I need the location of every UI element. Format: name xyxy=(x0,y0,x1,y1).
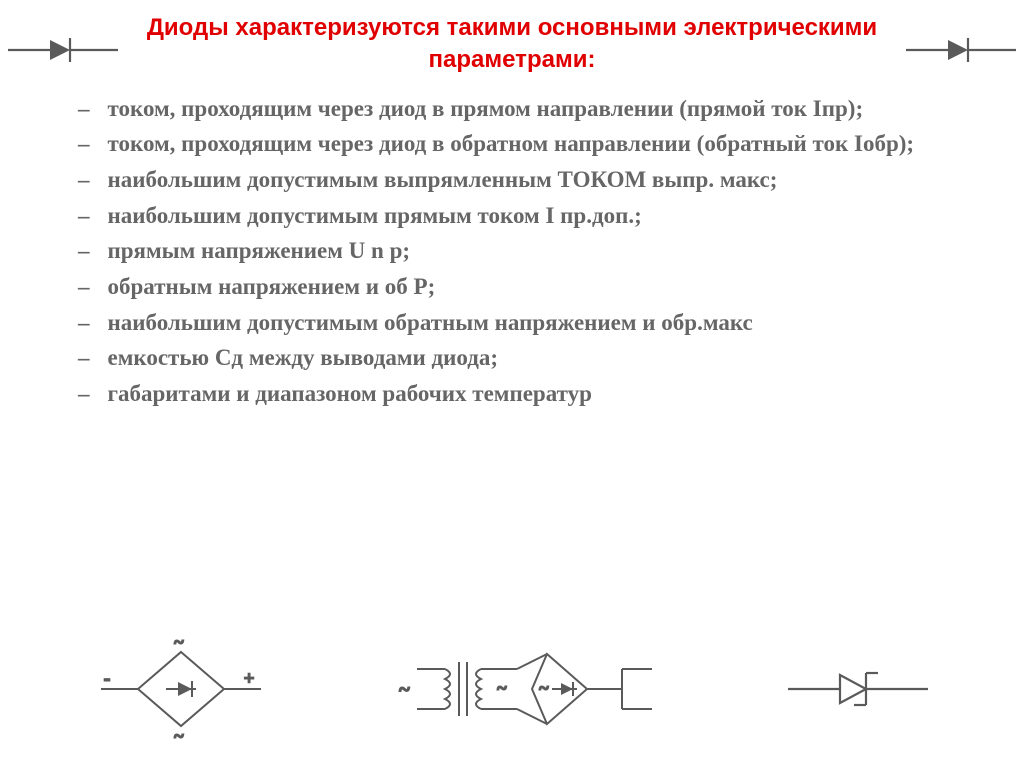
ac-label: ~ xyxy=(539,678,549,698)
list-item: –обратным напряжением и об P; xyxy=(38,269,986,305)
ac-label: ~ xyxy=(174,726,184,744)
diode-symbol-top-right xyxy=(906,30,1016,75)
list-item: –емкостью Сд между выводами диода; xyxy=(38,340,986,376)
bridge-rectifier-symbol: ~ - + ~ xyxy=(96,634,266,749)
diode-symbol-top-left xyxy=(8,30,118,75)
ac-label: ~ xyxy=(174,634,184,652)
zener-diode-symbol xyxy=(788,659,928,724)
minus-label: - xyxy=(104,668,110,688)
list-item: –габаритами и диапазоном рабочих темпера… xyxy=(38,376,986,412)
list-item: –током, проходящим через диод в обратном… xyxy=(38,126,986,162)
diagrams-row: ~ - + ~ ~ ~ ~ xyxy=(0,634,1024,749)
list-item: –прямым напряжением U n p; xyxy=(38,233,986,269)
list-item: –наибольшим допустимым прямым током I пр… xyxy=(38,198,986,234)
ac-label: ~ xyxy=(399,679,410,701)
content-list: –током, проходящим через диод в прямом н… xyxy=(0,85,1024,412)
list-item: –током, проходящим через диод в прямом н… xyxy=(38,91,986,127)
header: Диоды характеризуются такими основными э… xyxy=(0,0,1024,85)
page-title: Диоды характеризуются такими основными э… xyxy=(122,12,902,77)
list-item: –наибольшим допустимым выпрямленным ТОКО… xyxy=(38,162,986,198)
transformer-rectifier-symbol: ~ ~ ~ xyxy=(397,634,657,749)
plus-label: + xyxy=(244,668,254,688)
ac-label: ~ xyxy=(497,678,507,698)
list-item: –наибольшим допустимым обратным напряжен… xyxy=(38,305,986,341)
